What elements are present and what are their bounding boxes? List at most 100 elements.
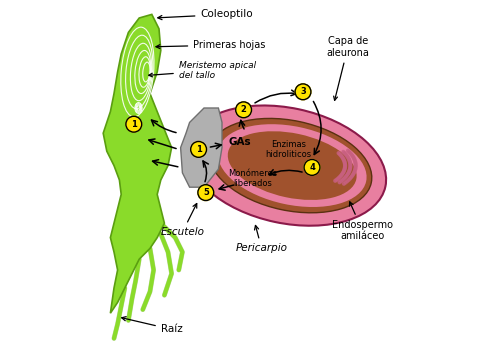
Circle shape <box>344 176 347 179</box>
Circle shape <box>344 165 347 167</box>
Circle shape <box>349 163 352 166</box>
Text: Raíz: Raíz <box>121 317 182 334</box>
Circle shape <box>348 158 350 161</box>
Circle shape <box>126 116 142 132</box>
Circle shape <box>348 177 351 180</box>
Circle shape <box>352 172 355 175</box>
Ellipse shape <box>228 131 357 200</box>
Circle shape <box>342 177 345 180</box>
Circle shape <box>352 156 355 159</box>
Circle shape <box>342 158 345 161</box>
Text: Primeras hojas: Primeras hojas <box>156 40 265 50</box>
Circle shape <box>353 170 356 173</box>
Text: Capa de
aleurona: Capa de aleurona <box>326 36 370 100</box>
Circle shape <box>354 166 357 169</box>
Circle shape <box>353 159 356 162</box>
Circle shape <box>348 167 351 170</box>
Circle shape <box>353 169 356 172</box>
Text: Escutelo: Escutelo <box>160 203 204 237</box>
Circle shape <box>344 163 347 166</box>
Circle shape <box>339 154 342 157</box>
Circle shape <box>345 154 348 157</box>
Ellipse shape <box>209 118 372 213</box>
Circle shape <box>346 180 348 183</box>
Circle shape <box>354 165 357 167</box>
Circle shape <box>353 157 356 160</box>
Circle shape <box>354 163 357 166</box>
Ellipse shape <box>218 124 367 207</box>
Text: Endospermo
amiláceo: Endospermo amiláceo <box>332 202 393 241</box>
Circle shape <box>346 156 349 158</box>
Circle shape <box>304 159 320 175</box>
Circle shape <box>350 153 353 156</box>
Circle shape <box>343 169 346 172</box>
Circle shape <box>338 181 341 184</box>
Circle shape <box>343 167 346 170</box>
Text: Pericarpio: Pericarpio <box>236 225 288 253</box>
Circle shape <box>341 173 344 176</box>
Circle shape <box>347 171 350 174</box>
Text: 5: 5 <box>203 188 209 197</box>
Circle shape <box>336 177 339 180</box>
Text: 2: 2 <box>240 105 247 114</box>
Circle shape <box>342 157 345 160</box>
Circle shape <box>349 162 352 165</box>
Circle shape <box>350 175 353 177</box>
Circle shape <box>343 168 346 171</box>
Circle shape <box>198 185 214 201</box>
Text: 1: 1 <box>131 120 137 129</box>
Circle shape <box>342 182 345 185</box>
Circle shape <box>348 170 351 173</box>
Circle shape <box>342 150 345 153</box>
Circle shape <box>348 159 351 162</box>
Circle shape <box>349 165 352 167</box>
Text: 4: 4 <box>309 163 315 172</box>
Circle shape <box>337 152 340 154</box>
Circle shape <box>344 181 347 184</box>
Circle shape <box>295 84 311 100</box>
Circle shape <box>343 161 346 164</box>
Circle shape <box>354 162 357 165</box>
Circle shape <box>341 179 344 181</box>
Circle shape <box>343 152 346 154</box>
Text: GAs: GAs <box>228 137 252 147</box>
Circle shape <box>354 160 357 163</box>
Circle shape <box>347 179 350 181</box>
Circle shape <box>349 152 352 155</box>
Circle shape <box>334 179 336 182</box>
Circle shape <box>342 171 345 174</box>
Circle shape <box>341 156 344 159</box>
Text: 1: 1 <box>196 145 202 154</box>
Circle shape <box>347 149 349 152</box>
Circle shape <box>347 157 350 159</box>
Circle shape <box>341 172 344 175</box>
Circle shape <box>344 166 347 168</box>
Circle shape <box>351 173 354 176</box>
Circle shape <box>351 154 354 157</box>
Circle shape <box>354 167 357 170</box>
Circle shape <box>338 153 341 156</box>
Circle shape <box>337 176 340 179</box>
Circle shape <box>343 160 346 163</box>
Text: Enzimas
hidroliticos: Enzimas hidroliticos <box>265 140 312 159</box>
Circle shape <box>347 172 349 175</box>
Text: Meristemo apical
del tallo: Meristemo apical del tallo <box>149 60 256 80</box>
Circle shape <box>346 174 348 177</box>
Circle shape <box>335 178 338 181</box>
Circle shape <box>349 166 352 169</box>
Circle shape <box>340 180 343 183</box>
Circle shape <box>344 162 347 165</box>
Text: Monómeros
liberados: Monómeros liberados <box>228 168 277 188</box>
Text: 3: 3 <box>300 87 306 96</box>
Polygon shape <box>180 108 222 187</box>
Circle shape <box>349 176 352 179</box>
Circle shape <box>340 174 343 177</box>
Circle shape <box>348 168 351 171</box>
Polygon shape <box>103 14 172 313</box>
Circle shape <box>339 175 342 178</box>
Circle shape <box>340 155 343 158</box>
Circle shape <box>345 175 348 178</box>
Circle shape <box>344 153 347 156</box>
Circle shape <box>191 141 206 157</box>
Text: Coleoptilo: Coleoptilo <box>158 9 253 20</box>
